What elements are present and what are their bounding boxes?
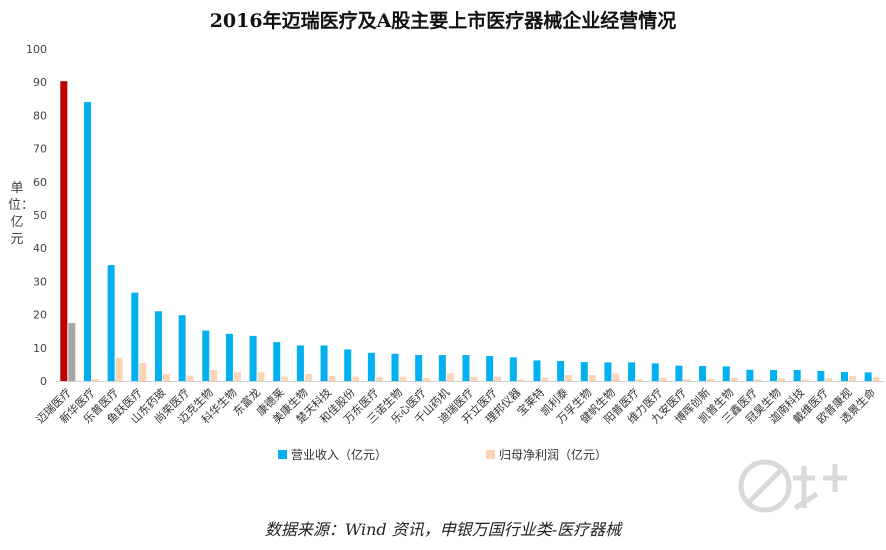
net-profit-bar [446, 373, 454, 381]
y-tick-label: 0 [40, 375, 47, 388]
net-profit-bar [517, 379, 525, 381]
legend-swatch-revenue [278, 450, 287, 459]
y-tick-label: 100 [26, 43, 47, 56]
y-tick-label: 30 [33, 275, 47, 288]
revenue-bar [817, 371, 825, 381]
net-profit-bar [281, 376, 289, 381]
net-profit-bar [801, 379, 809, 381]
net-profit-bar [375, 377, 383, 381]
revenue-bar [344, 349, 352, 381]
y-tick-label: 90 [33, 76, 47, 89]
revenue-bar [770, 370, 778, 381]
net-profit-bar [139, 363, 147, 381]
revenue-bar [557, 361, 565, 381]
y-tick-label: 50 [33, 209, 47, 222]
revenue-bar [841, 372, 849, 381]
net-profit-bar [210, 370, 218, 381]
legend-label-net-profit: 归母净利润（亿元） [499, 447, 607, 462]
net-profit-bar [683, 379, 691, 381]
revenue-bar [675, 365, 683, 381]
legend-swatch-net-profit [486, 450, 495, 459]
revenue-bar [202, 330, 210, 381]
net-profit-bar [233, 372, 241, 381]
net-profit-bar [565, 375, 573, 381]
net-profit-bar [872, 377, 880, 381]
net-profit-bar [730, 378, 738, 381]
net-profit-bar [636, 379, 644, 381]
net-profit-bar [494, 376, 502, 381]
revenue-bar [225, 333, 233, 381]
y-tick-label: 60 [33, 176, 47, 189]
revenue-bar [60, 81, 68, 381]
revenue-bar [131, 292, 139, 381]
revenue-bar [533, 360, 541, 381]
net-profit-bar [588, 375, 596, 381]
revenue-bar [154, 311, 162, 381]
net-profit-bar [849, 376, 857, 381]
net-profit-bar [541, 377, 549, 381]
revenue-bar [107, 265, 115, 381]
revenue-bar [83, 102, 91, 382]
revenue-bar [722, 366, 730, 381]
revenue-bar [415, 355, 423, 381]
y-tick-label: 70 [33, 143, 47, 156]
net-profit-bar [352, 376, 360, 381]
y-tick-label: 10 [33, 342, 47, 355]
net-profit-bar [304, 374, 312, 381]
net-profit-bar [612, 373, 620, 381]
net-profit-bar [328, 376, 336, 381]
revenue-bar [178, 315, 186, 381]
revenue-bar [580, 362, 588, 381]
revenue-bar [296, 345, 304, 381]
revenue-bar [462, 355, 470, 381]
net-profit-bar [186, 375, 194, 381]
revenue-bar [273, 342, 281, 381]
revenue-bar [367, 352, 375, 381]
net-profit-bar [162, 374, 170, 381]
net-profit-bar [470, 377, 478, 381]
y-tick-label: 20 [33, 309, 47, 322]
net-profit-bar [659, 377, 667, 381]
y-tick-label: 80 [33, 109, 47, 122]
revenue-bar [651, 363, 659, 381]
net-profit-bar [91, 379, 99, 381]
net-profit-bar [778, 378, 786, 381]
net-profit-bar [257, 372, 265, 381]
data-source-note: 数据来源：Wind 资讯，申银万国行业类-医疗器械 [264, 520, 622, 539]
net-profit-bar [399, 376, 407, 381]
revenue-bar [746, 369, 754, 381]
revenue-bar [699, 366, 707, 381]
net-profit-bar [825, 378, 833, 381]
chart-title: 2016年迈瑞医疗及A股主要上市医疗器械企业经营情况 [209, 10, 677, 32]
revenue-bar [249, 335, 257, 381]
net-profit-bar [707, 379, 715, 381]
revenue-bar [509, 357, 517, 381]
revenue-bar [604, 362, 612, 381]
revenue-bar [438, 355, 446, 381]
net-profit-bar [423, 378, 431, 381]
revenue-bar [628, 362, 636, 381]
net-profit-bar [115, 357, 123, 381]
revenue-bar [320, 345, 328, 381]
revenue-bar [486, 356, 494, 381]
revenue-bar [864, 372, 872, 381]
net-profit-bar [754, 379, 762, 381]
legend-label-revenue: 营业收入（亿元） [291, 447, 387, 462]
revenue-bar [793, 370, 801, 381]
y-tick-label: 40 [33, 242, 47, 255]
nanfang-plus-watermark-logo [738, 459, 847, 513]
revenue-bar [391, 353, 399, 381]
net-profit-bar [68, 322, 76, 381]
